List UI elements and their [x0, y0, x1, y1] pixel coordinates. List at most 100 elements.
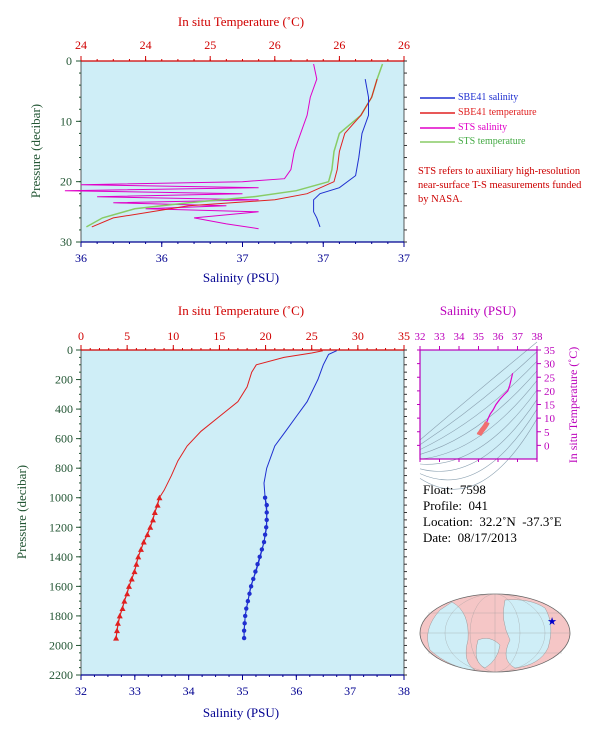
ts-temp-tick-label: 30 [544, 359, 556, 371]
density-contour [419, 360, 538, 450]
temperature-marker [114, 620, 121, 626]
bottom-temp-tick-label: 25 [306, 329, 318, 343]
salinity-marker [263, 525, 269, 530]
ts-temp-tick-label: 15 [544, 400, 556, 412]
bottom-temp-tick-label: 35 [398, 329, 410, 343]
info-float: Float: 7598 [423, 482, 486, 497]
temperature-marker [144, 531, 151, 538]
bottom-salinity-tick-label: 32 [75, 684, 87, 698]
bottom-temp-axis-title: In situ Temperature (˚C) [178, 303, 304, 318]
top-temp-tick-label: 26 [269, 38, 281, 52]
ts-temp-axis-title: In situ Temperature (˚C) [566, 347, 580, 464]
bottom-pressure-tick-label: 0 [67, 343, 73, 357]
ts-salinity-tick-label: 38 [532, 331, 544, 343]
top-salinity-tick-label: 36 [75, 251, 87, 265]
top-pressure-axis-title: Pressure (decibar) [28, 104, 43, 198]
temperature-marker [137, 546, 144, 552]
sbe41-temperature-line [91, 78, 378, 228]
temperature-marker [133, 561, 140, 567]
temperature-marker [140, 539, 147, 545]
top-salinity-tick-label: 37 [237, 251, 249, 265]
bottom-salinity-tick-label: 38 [398, 684, 410, 698]
salinity-marker [255, 562, 260, 567]
top-temp-tick-label: 26 [333, 38, 345, 52]
bottom-pressure-tick-label: 2000 [49, 638, 73, 652]
salinity-marker [257, 554, 262, 560]
ts-temp-tick-label: 10 [544, 413, 556, 425]
salinity-marker [241, 635, 247, 641]
temperature-marker [149, 516, 156, 523]
temperature-marker [131, 568, 138, 575]
legend-sts-salinity: STS salinity [458, 122, 508, 133]
map-ocean-atlantic [503, 599, 552, 669]
top-pressure-tick-label: 20 [60, 175, 72, 189]
top-salinity-tick-label: 37 [398, 251, 410, 265]
ts-marker-curve [476, 421, 490, 436]
bottom-temp-tick-label: 20 [260, 329, 272, 343]
salinity-marker [264, 502, 269, 508]
bottom-pressure-tick-label: 1600 [49, 579, 73, 593]
temperature-marker [154, 502, 161, 508]
temperature-marker [125, 583, 132, 589]
top-temp-axis-title: In situ Temperature (˚C) [178, 14, 304, 29]
info-date: Date: 08/17/2013 [423, 530, 517, 545]
ts-temp-tick-label: 35 [544, 345, 556, 357]
world-map: ★ [419, 593, 571, 673]
salinity-marker [264, 517, 269, 523]
salinity-marker [264, 510, 269, 515]
density-contour [419, 389, 538, 465]
bottom-plot-area [80, 349, 405, 676]
bottom-salinity-tick-label: 34 [183, 684, 195, 698]
top-salinity-axis-title: Salinity (PSU) [203, 270, 279, 285]
top-pressure-tick-label: 10 [60, 114, 72, 128]
bottom-pressure-tick-label: 1400 [49, 550, 73, 564]
legend-sts-temperature: STS temperature [458, 136, 526, 147]
legend-sbe41-temperature: SBE41 temperature [458, 107, 537, 118]
ts-salinity-tick-label: 35 [473, 331, 485, 343]
salinity-marker [248, 584, 254, 589]
bottom-pressure-tick-label: 200 [55, 373, 73, 387]
bottom-salinity-tick-label: 36 [290, 684, 302, 698]
top-temp-tick-label: 25 [204, 38, 216, 52]
salinity-marker [245, 598, 251, 604]
temperature-marker [135, 553, 142, 560]
density-contour [419, 341, 538, 441]
ts-salinity-tick-label: 33 [434, 331, 446, 343]
temperature-marker [116, 612, 123, 619]
bottom-pressure-tick-label: 800 [55, 461, 73, 475]
top-salinity-tick-label: 37 [317, 251, 329, 265]
temperature-marker [156, 494, 163, 501]
temperature-marker [147, 524, 154, 530]
temperature-marker [124, 590, 131, 597]
ts-salinity-tick-label: 37 [512, 331, 524, 343]
temperature-marker [113, 635, 120, 641]
top-pressure-tick-label: 30 [60, 235, 72, 249]
bottom-temp-tick-label: 30 [352, 329, 364, 343]
map-ocean-indian [475, 638, 501, 669]
density-contour [419, 351, 538, 446]
salinity-marker [262, 532, 268, 537]
bottom-pressure-tick-label: 1200 [49, 520, 73, 534]
ts-temp-tick-label: 20 [544, 386, 556, 398]
temperature-marker [121, 598, 128, 604]
temperature-marker [151, 509, 158, 515]
float-location-star-icon: ★ [547, 615, 557, 628]
sts-salinity-line [64, 63, 318, 230]
salinity-marker [242, 621, 247, 626]
density-contour [419, 380, 538, 460]
info-location: Location: 32.2˚N -37.3˚E [423, 514, 562, 529]
salinity-marker [244, 606, 249, 611]
bottom-temp-tick-label: 15 [213, 329, 225, 343]
salinity-marker [247, 591, 252, 596]
top-chart: 36 36 37 37 37 24 24 25 26 26 26 0 10 20 30 [60, 38, 410, 265]
bottom-temp-tick-label: 0 [78, 329, 84, 343]
bottom-pressure-tick-label: 1000 [49, 491, 73, 505]
bottom-pressure-tick-label: 600 [55, 432, 73, 446]
ts-temp-tick-label: 0 [544, 440, 550, 452]
salinity-marker [262, 495, 268, 500]
temperature-marker [119, 605, 126, 612]
bottom-chart: 32 33 34 35 36 37 38 0 5 10 15 20 25 30 35 0 200 400 600 80… [49, 329, 410, 698]
density-contour [419, 370, 538, 455]
